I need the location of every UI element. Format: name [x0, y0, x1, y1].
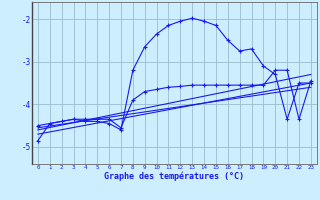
X-axis label: Graphe des températures (°C): Graphe des températures (°C)	[104, 172, 244, 181]
